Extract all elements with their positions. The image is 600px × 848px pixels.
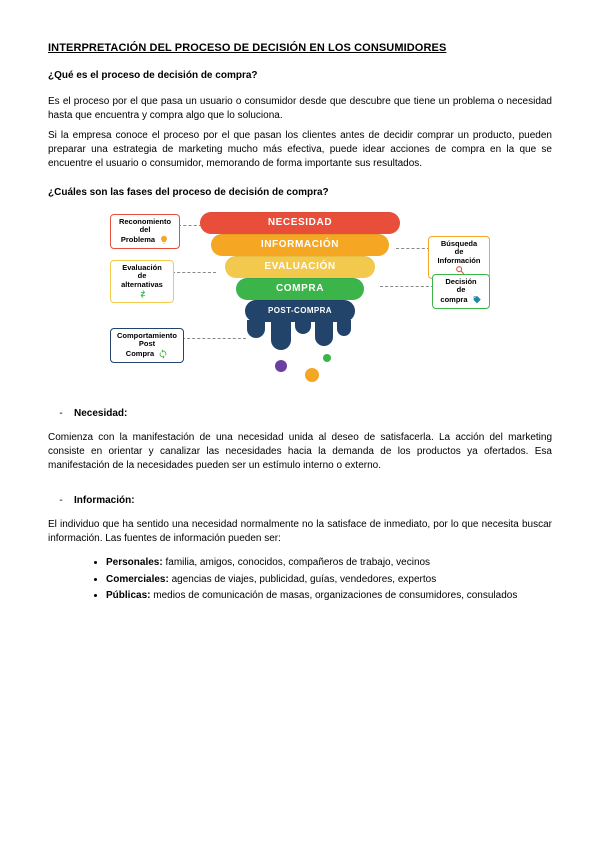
tag-icon — [472, 295, 482, 305]
list-item: Comerciales: agencias de viajes, publici… — [106, 573, 552, 588]
funnel-row-compra: COMPRA — [236, 278, 364, 300]
callout-postcompra: ComportamientoPostCompra — [110, 328, 184, 363]
drip — [315, 320, 333, 346]
callout-evaluacion: Evaluacióndealternativas — [110, 260, 174, 303]
callout-label: BúsquedadeInformación — [438, 239, 481, 265]
funnel-stack: NECESIDAD INFORMACIÓN EVALUACIÓN COMPRA … — [191, 212, 409, 322]
funnel-row-postcompra: POST-COMPRA — [245, 300, 355, 322]
question-2: ¿Cuáles son las fases del proceso de dec… — [48, 187, 552, 198]
section-label-informacion: -Información: — [48, 495, 552, 506]
document-page: INTERPRETACIÓN DEL PROCESO DE DECISIÓN E… — [0, 0, 600, 636]
refresh-icon — [158, 349, 168, 359]
paragraph: Si la empresa conoce el proceso por el q… — [48, 129, 552, 171]
funnel-row-informacion: INFORMACIÓN — [211, 234, 389, 256]
drop — [275, 360, 287, 372]
paragraph: Comienza con la manifestación de una nec… — [48, 431, 552, 473]
drip — [247, 320, 265, 338]
funnel-row-necesidad: NECESIDAD — [200, 212, 400, 234]
callout-busqueda: BúsquedadeInformación — [428, 236, 490, 279]
callout-label: Evaluacióndealternativas — [121, 263, 163, 289]
callout-decision: Decisióndecompra — [432, 274, 490, 309]
connector-line — [182, 338, 246, 339]
bullet-hyphen: - — [48, 408, 74, 419]
list-item: Personales: familia, amigos, conocidos, … — [106, 556, 552, 571]
lightbulb-icon — [159, 235, 169, 245]
question-1: ¿Qué es el proceso de decisión de compra… — [48, 70, 552, 81]
drop — [305, 368, 319, 382]
drip — [295, 320, 311, 334]
compare-arrows-icon — [138, 289, 148, 299]
section-label-necesidad: -Necesidad: — [48, 408, 552, 419]
drop — [323, 354, 331, 362]
callout-reconocimiento: ReconomientodelProblema — [110, 214, 180, 249]
bullet-hyphen: - — [48, 495, 74, 506]
paragraph: El individuo que ha sentido una necesida… — [48, 518, 552, 546]
paragraph: Es el proceso por el que pasa un usuario… — [48, 95, 552, 123]
page-title: INTERPRETACIÓN DEL PROCESO DE DECISIÓN E… — [48, 42, 552, 54]
drip — [271, 320, 291, 350]
funnel-drips — [245, 320, 355, 366]
funnel-diagram: NECESIDAD INFORMACIÓN EVALUACIÓN COMPRA … — [110, 212, 490, 392]
list-item: Públicas: medios de comunicación de masa… — [106, 589, 552, 604]
info-sources-list: Personales: familia, amigos, conocidos, … — [48, 556, 552, 604]
funnel-row-evaluacion: EVALUACIÓN — [225, 256, 375, 278]
drip — [337, 320, 351, 336]
